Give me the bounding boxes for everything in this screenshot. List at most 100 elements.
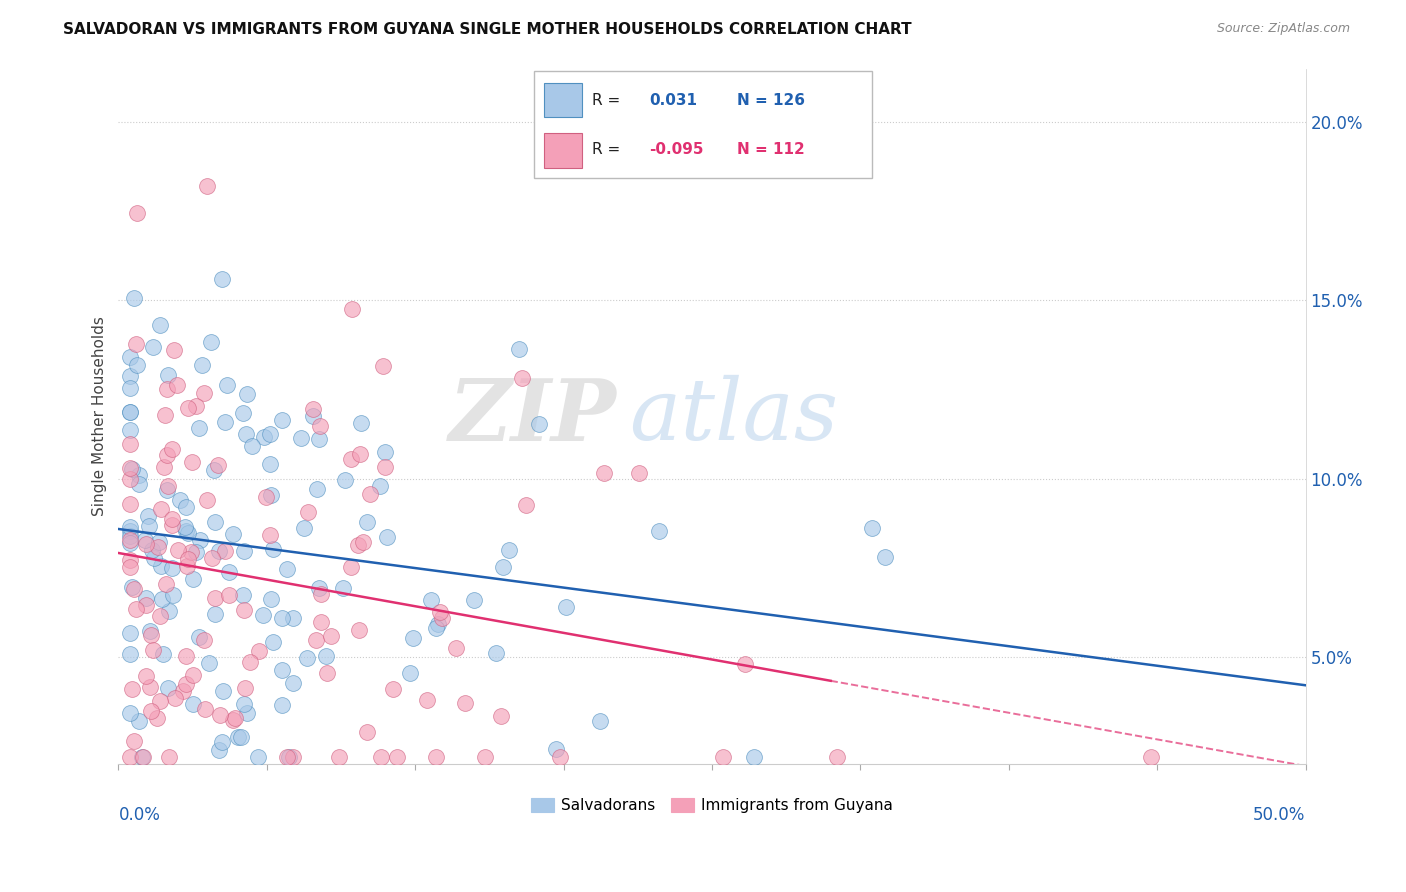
Point	[315, 648, 337, 663]
Point	[120, 404, 142, 418]
Point	[176, 500, 198, 515]
Point	[128, 714, 150, 729]
Point	[627, 467, 650, 481]
Point	[121, 580, 143, 594]
Point	[169, 492, 191, 507]
Point	[188, 630, 211, 644]
Point	[218, 566, 240, 580]
Point	[281, 676, 304, 690]
Point	[132, 750, 155, 764]
Point	[375, 530, 398, 544]
Point	[159, 750, 181, 764]
Point	[193, 385, 215, 400]
Point	[166, 378, 188, 392]
Point	[120, 350, 142, 364]
Point	[148, 535, 170, 549]
Point	[120, 471, 142, 485]
Point	[204, 607, 226, 621]
Point	[177, 526, 200, 541]
Point	[328, 750, 350, 764]
Point	[153, 460, 176, 475]
Point	[190, 533, 212, 547]
Point	[259, 488, 281, 502]
Point	[120, 519, 142, 533]
Point	[212, 684, 235, 698]
Point	[276, 561, 298, 575]
Point	[229, 730, 252, 744]
Point	[385, 750, 408, 764]
Point	[124, 291, 146, 305]
Point	[260, 592, 283, 607]
Point	[131, 750, 153, 764]
Point	[308, 582, 330, 596]
Point	[374, 444, 396, 458]
Point	[489, 709, 512, 723]
Point	[259, 527, 281, 541]
Point	[172, 683, 194, 698]
Point	[153, 408, 176, 422]
Point	[333, 473, 356, 487]
Point	[174, 524, 197, 538]
Point	[157, 681, 180, 695]
Point	[120, 404, 142, 418]
Point	[150, 592, 173, 607]
Point	[120, 461, 142, 475]
Point	[515, 498, 537, 512]
Point	[125, 602, 148, 616]
Point	[374, 460, 396, 475]
Point	[222, 713, 245, 727]
Point	[222, 527, 245, 541]
Point	[125, 336, 148, 351]
Point	[238, 655, 260, 669]
Point	[156, 479, 179, 493]
Point	[156, 483, 179, 497]
Point	[217, 377, 239, 392]
Point	[142, 643, 165, 657]
Point	[589, 714, 612, 728]
Point	[278, 750, 301, 764]
Point	[208, 742, 231, 756]
Point	[193, 633, 215, 648]
Point	[156, 383, 179, 397]
Point	[149, 318, 172, 333]
Point	[271, 610, 294, 624]
Point	[240, 439, 263, 453]
Point	[122, 582, 145, 596]
Point	[827, 750, 849, 764]
Point	[235, 387, 257, 401]
Point	[271, 663, 294, 677]
Text: N = 112: N = 112	[737, 142, 804, 157]
Point	[593, 466, 616, 480]
Point	[135, 669, 157, 683]
Point	[246, 750, 269, 764]
Point	[311, 615, 333, 629]
Point	[125, 359, 148, 373]
Point	[176, 559, 198, 574]
Point	[281, 750, 304, 764]
Point	[198, 657, 221, 671]
Point	[180, 545, 202, 559]
Point	[122, 734, 145, 748]
Point	[201, 550, 224, 565]
Point	[548, 750, 571, 764]
Point	[305, 632, 328, 647]
Point	[155, 577, 177, 591]
Point	[301, 409, 323, 423]
Point	[276, 750, 298, 764]
Point	[120, 706, 142, 721]
Point	[402, 631, 425, 645]
Point	[316, 665, 339, 680]
Point	[349, 416, 371, 430]
Point	[120, 560, 142, 574]
Point	[416, 693, 439, 707]
Point	[214, 544, 236, 558]
Legend: Salvadorans, Immigrants from Guyana: Salvadorans, Immigrants from Guyana	[524, 792, 900, 819]
Text: 50.0%: 50.0%	[1253, 806, 1306, 824]
Point	[207, 458, 229, 472]
Point	[135, 591, 157, 606]
Point	[253, 430, 276, 444]
Point	[259, 426, 281, 441]
Point	[135, 537, 157, 551]
Text: Source: ZipAtlas.com: Source: ZipAtlas.com	[1216, 22, 1350, 36]
Point	[510, 371, 533, 385]
